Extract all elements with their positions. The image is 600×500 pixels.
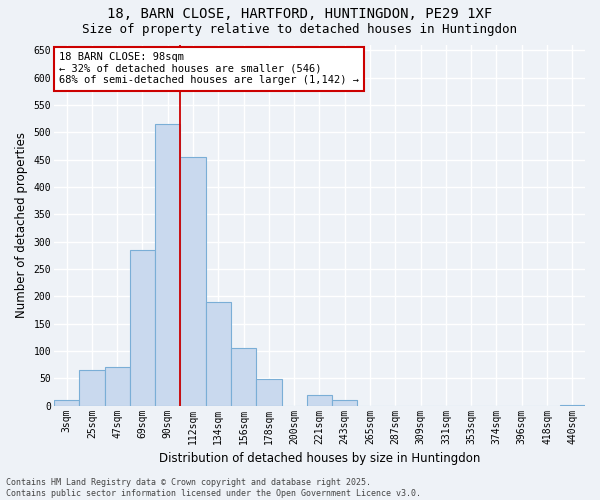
Bar <box>104 368 130 406</box>
Bar <box>307 394 332 406</box>
Text: 18, BARN CLOSE, HARTFORD, HUNTINGDON, PE29 1XF: 18, BARN CLOSE, HARTFORD, HUNTINGDON, PE… <box>107 8 493 22</box>
X-axis label: Distribution of detached houses by size in Huntingdon: Distribution of detached houses by size … <box>159 452 480 465</box>
Bar <box>206 302 231 406</box>
Text: Size of property relative to detached houses in Huntingdon: Size of property relative to detached ho… <box>83 22 517 36</box>
Text: Contains HM Land Registry data © Crown copyright and database right 2025.
Contai: Contains HM Land Registry data © Crown c… <box>6 478 421 498</box>
Text: 18 BARN CLOSE: 98sqm
← 32% of detached houses are smaller (546)
68% of semi-deta: 18 BARN CLOSE: 98sqm ← 32% of detached h… <box>59 52 359 86</box>
Bar <box>130 250 155 406</box>
Bar <box>155 124 181 406</box>
Bar <box>332 400 358 406</box>
Bar <box>560 404 585 406</box>
Y-axis label: Number of detached properties: Number of detached properties <box>15 132 28 318</box>
Bar <box>181 157 206 406</box>
Bar <box>79 370 104 406</box>
Bar <box>256 380 281 406</box>
Bar <box>54 400 79 406</box>
Bar <box>231 348 256 406</box>
